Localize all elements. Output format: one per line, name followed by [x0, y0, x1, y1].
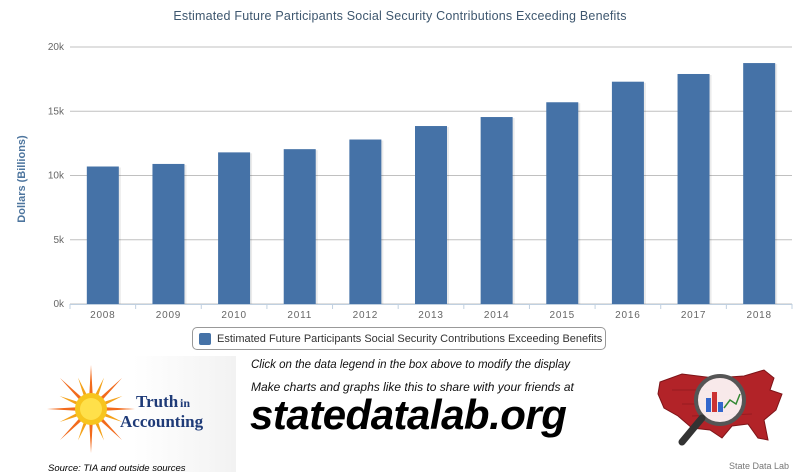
x-tick-label: 2015 — [550, 310, 575, 321]
x-tick-label: 2017 — [681, 310, 706, 321]
bar-2010[interactable] — [218, 152, 251, 304]
bar-chart: 0k 5k 10k 15k 20k 2008 2009 2010 2011 2012 2013 201… — [48, 42, 793, 321]
chart-container: 0k 5k 10k 15k 20k 2008 2009 2010 2011 2012 2013 201… — [16, 9, 793, 350]
y-tick-label: 20k — [48, 42, 65, 53]
brand-in-text: in — [180, 396, 191, 410]
legend-swatch[interactable] — [199, 332, 211, 345]
x-tick-label: 2012 — [353, 310, 378, 321]
bar-2014[interactable] — [480, 117, 513, 304]
bar-2018[interactable] — [743, 63, 776, 304]
y-tick-label: 5k — [53, 235, 65, 246]
bar-2012[interactable] — [349, 139, 382, 304]
sun-icon — [47, 365, 135, 453]
footer: Truth in Accounting Source: TIA and outs… — [0, 352, 800, 475]
legend-instruction: Click on the data legend in the box abov… — [251, 359, 571, 371]
legend-item-label[interactable]: Estimated Future Participants Social Sec… — [217, 332, 603, 345]
y-tick-label: 0k — [53, 299, 65, 310]
bar-2017[interactable] — [677, 73, 710, 304]
us-map-magnifier-icon[interactable] — [652, 360, 792, 460]
x-tick-label: 2011 — [287, 310, 312, 321]
brand-truth-text: Truth — [136, 392, 179, 411]
x-tick-label: 2014 — [484, 310, 509, 321]
x-tick-label: 2010 — [221, 310, 246, 321]
bar-2013[interactable] — [415, 126, 447, 304]
bar-2015[interactable] — [546, 102, 579, 304]
bar-2009[interactable] — [152, 163, 185, 304]
promo-text: Make charts and graphs like this to shar… — [251, 380, 574, 394]
y-tick-label: 10k — [48, 171, 65, 182]
bar-2011[interactable] — [283, 149, 316, 304]
x-tick-label: 2008 — [90, 310, 115, 321]
bar-2008[interactable] — [86, 166, 119, 304]
x-tick-label: 2018 — [746, 310, 771, 321]
chart-title: Estimated Future Participants Social Sec… — [173, 9, 627, 23]
y-axis-title: Dollars (Billions) — [16, 135, 28, 223]
chart-legend[interactable]: Estimated Future Participants Social Sec… — [192, 327, 606, 350]
x-tick-label: 2009 — [156, 310, 181, 321]
x-tick-label: 2013 — [418, 310, 443, 321]
x-tick-label: 2016 — [615, 310, 640, 321]
statedatalab-link[interactable]: statedatalab.org — [250, 391, 567, 438]
source-note: Source: TIA and outside sources — [48, 463, 186, 474]
y-tick-label: 15k — [48, 106, 65, 117]
bar-2016[interactable] — [611, 81, 644, 304]
brand-accounting-text: Accounting — [120, 412, 204, 431]
map-credit: State Data Lab — [729, 461, 790, 471]
truth-in-accounting-logo[interactable]: Truth in Accounting Source: TIA and outs… — [8, 356, 236, 474]
